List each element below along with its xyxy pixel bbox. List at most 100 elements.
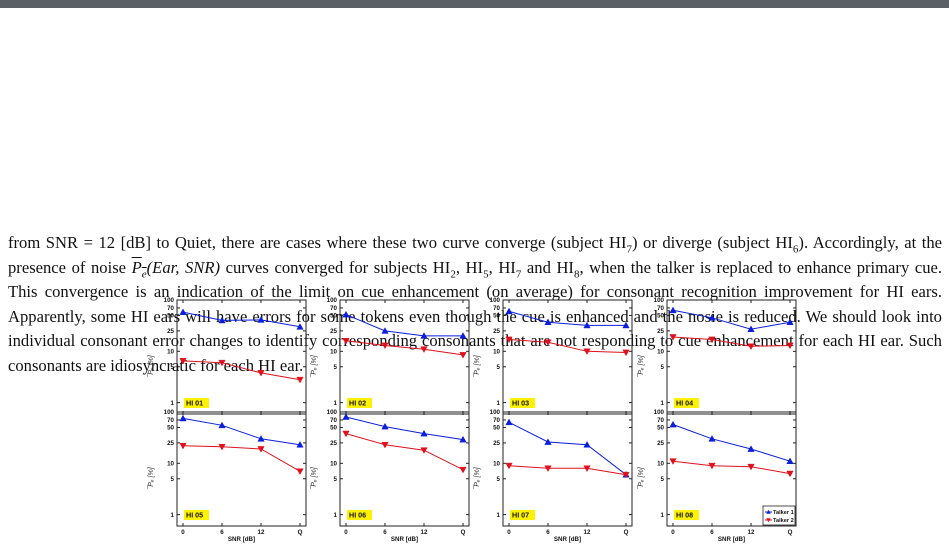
top-border-bar <box>0 0 949 8</box>
y-tick-label: 25 <box>330 328 337 335</box>
data-point-talker-1 <box>505 418 513 426</box>
data-point-talker-2 <box>786 470 794 478</box>
data-point-talker-1 <box>786 457 794 464</box>
y-tick-label: 70 <box>493 305 500 312</box>
data-point-talker-2 <box>786 342 794 350</box>
y-tick-label: 1 <box>661 512 665 519</box>
data-point-talker-2 <box>544 465 552 472</box>
data-point-talker-2 <box>420 346 428 353</box>
y-tick-label: 1 <box>497 400 501 407</box>
y-tick-label: 70 <box>330 305 337 312</box>
data-point-talker-2 <box>505 462 513 470</box>
y-tick-label: 1 <box>171 512 175 519</box>
x-axis-label: SNR [dB] <box>228 536 255 543</box>
data-point-talker-2 <box>544 339 552 346</box>
y-tick-label: 10 <box>657 349 664 356</box>
y-tick-label: 50 <box>493 425 500 432</box>
x-tick-label: 12 <box>584 529 591 536</box>
series-line-talker-2 <box>182 360 301 381</box>
y-tick-label: 70 <box>493 417 500 424</box>
y-axis-label: ̅Pₑ [%] <box>473 466 481 489</box>
y-tick-label: 50 <box>493 313 500 320</box>
y-tick-label: 100 <box>327 297 338 304</box>
y-tick-label: 5 <box>497 476 501 483</box>
y-tick-label: 50 <box>330 425 337 432</box>
data-point-talker-1 <box>296 441 304 448</box>
data-point-talker-1 <box>544 438 552 445</box>
series-line-talker-2 <box>182 445 301 472</box>
legend-marker <box>766 518 771 523</box>
data-point-talker-2 <box>218 359 226 367</box>
data-point-talker-1 <box>669 420 677 428</box>
data-point-talker-1 <box>420 429 428 437</box>
plot-frame <box>339 299 470 415</box>
data-point-talker-2 <box>747 463 755 471</box>
y-tick-label: 100 <box>490 297 501 304</box>
panel-label-bg <box>347 510 372 520</box>
data-point-talker-2 <box>505 336 513 344</box>
y-tick-label: 25 <box>493 328 500 335</box>
x-tick-label: 12 <box>748 529 755 536</box>
data-point-talker-2 <box>583 465 591 472</box>
plot-frame <box>502 411 633 527</box>
data-point-talker-2 <box>622 471 630 479</box>
data-point-talker-1 <box>257 435 265 442</box>
y-tick-label: 50 <box>167 313 174 320</box>
figure-hi-ear-error-curves: 1 5 10 25 50 70 100̅Pₑ [%] HI 01 1 5 10 25 50 70 100̅P… <box>0 270 949 550</box>
y-tick-label: 100 <box>654 409 665 416</box>
panel-label-bg <box>510 510 535 520</box>
y-tick-label: 10 <box>167 349 174 356</box>
y-tick-label: 100 <box>327 409 338 416</box>
data-point-talker-2 <box>342 338 350 345</box>
data-point-talker-2 <box>381 441 389 449</box>
y-tick-label: 50 <box>330 313 337 320</box>
x-tick-label: Q <box>624 529 629 536</box>
data-point-talker-1 <box>218 316 226 324</box>
plot-frame <box>666 411 797 527</box>
y-axis-label: ̅Pₑ [%] <box>310 466 318 489</box>
x-axis-label: SNR [dB] <box>391 536 418 543</box>
data-point-talker-1 <box>218 421 226 429</box>
y-tick-label: 25 <box>167 440 174 447</box>
plot-frame <box>176 299 307 415</box>
series-line-talker-1 <box>182 311 301 328</box>
x-tick-label: Q <box>788 529 793 536</box>
panel-label-bg <box>184 398 209 408</box>
y-tick-label: 25 <box>657 440 664 447</box>
data-point-talker-1 <box>420 332 428 339</box>
data-point-talker-2 <box>179 358 187 365</box>
panel-label-bg <box>510 398 535 408</box>
y-axis-label: ̅Pₑ [%] <box>147 354 155 377</box>
data-point-talker-2 <box>583 348 591 356</box>
plot-frame <box>502 299 633 415</box>
data-point-talker-2 <box>296 376 304 384</box>
x-tick-label: 6 <box>546 529 550 536</box>
panel-label-bg <box>674 510 699 520</box>
y-tick-label: 10 <box>330 461 337 468</box>
x-tick-label: 12 <box>421 529 428 536</box>
panel-label: HI 01 <box>186 399 203 408</box>
data-point-talker-1 <box>583 441 591 448</box>
data-point-talker-2 <box>257 446 265 453</box>
panel-label: HI 02 <box>349 399 366 408</box>
y-tick-label: 1 <box>171 400 175 407</box>
y-tick-label: 1 <box>334 400 338 407</box>
panel-label: HI 03 <box>512 399 529 408</box>
y-tick-label: 5 <box>661 364 665 371</box>
data-point-talker-2 <box>179 442 187 450</box>
y-tick-label: 5 <box>661 476 665 483</box>
data-point-talker-2 <box>708 462 716 470</box>
data-point-talker-1 <box>747 325 755 332</box>
data-point-talker-2 <box>296 468 304 475</box>
legend-label: Talker 1 <box>773 510 794 516</box>
legend-marker <box>766 509 771 514</box>
y-tick-label: 25 <box>493 440 500 447</box>
y-tick-label: 100 <box>164 297 175 304</box>
y-tick-label: 25 <box>167 328 174 335</box>
panel-label: HI 04 <box>676 399 693 408</box>
